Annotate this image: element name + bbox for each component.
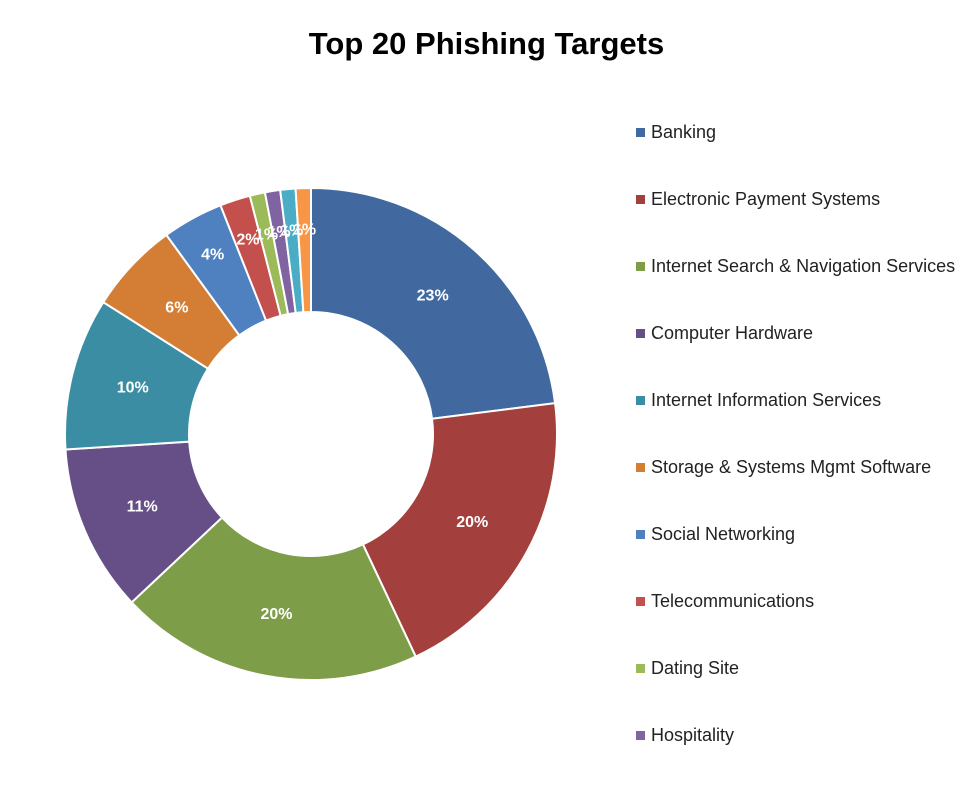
legend-item: Banking [636, 120, 966, 187]
legend-swatch [636, 195, 645, 204]
legend-label: Internet Search & Navigation Services [651, 256, 956, 276]
legend-swatch [636, 329, 645, 338]
legend-item: Internet Search & Navigation Services [636, 254, 966, 321]
slice-11 [294, 186, 312, 314]
slice-label-8: 1% [255, 226, 278, 243]
slice-label-0: 23% [417, 287, 449, 304]
legend-label: Banking [651, 122, 717, 142]
legend-swatch [636, 731, 645, 740]
legend-swatch [636, 530, 645, 539]
slices-group [64, 186, 558, 681]
legend-item: Internet Information Services [636, 388, 966, 455]
slice-label-3: 11% [127, 499, 158, 516]
legend: Banking Electronic Payment Systems Interne… [636, 120, 966, 790]
slice-0 [310, 186, 557, 420]
legend-swatch [636, 463, 645, 472]
legend-item: Hospitality [636, 723, 966, 790]
slice-label-10: 1% [280, 222, 303, 239]
legend-item: Telecommunications [636, 589, 966, 656]
slice-label-6: 4% [201, 247, 224, 264]
legend-label: Social Networking [651, 524, 796, 544]
legend-item: Computer Hardware [636, 321, 966, 388]
slice-label-5: 6% [165, 300, 188, 317]
legend-label: Telecommunications [651, 591, 815, 611]
legend-swatch [636, 262, 645, 271]
slice-label-9: 1% [268, 224, 291, 241]
legend-item: Dating Site [636, 656, 966, 723]
legend-swatch [636, 396, 645, 405]
legend-label: Storage & Systems Mgmt Software [651, 457, 932, 477]
chart-title: Top 20 Phishing Targets [308, 26, 665, 61]
legend-item: Storage & Systems Mgmt Software [636, 455, 966, 522]
legend-item: Social Networking [636, 522, 966, 589]
slice-2 [130, 516, 418, 681]
slice-label-1: 20% [456, 514, 488, 531]
slice-label-2: 20% [261, 606, 293, 623]
labels-group: 23%20%20%11%10%6%4%2%1%1%1%1% [117, 222, 488, 624]
legend-label: Internet Information Services [651, 390, 882, 410]
legend-label: Dating Site [651, 658, 740, 678]
slice-label-7: 2% [236, 231, 259, 248]
legend-swatch [636, 664, 645, 673]
slice-label-4: 10% [117, 380, 149, 397]
legend-item: Electronic Payment Systems [636, 187, 966, 254]
slice-label-11: 1% [293, 222, 316, 239]
legend-label: Hospitality [651, 725, 735, 745]
legend-swatch [636, 597, 645, 606]
legend-label: Computer Hardware [651, 323, 814, 343]
slice-1 [361, 402, 558, 658]
legend-swatch [636, 128, 645, 137]
legend-label: Electronic Payment Systems [651, 189, 881, 209]
